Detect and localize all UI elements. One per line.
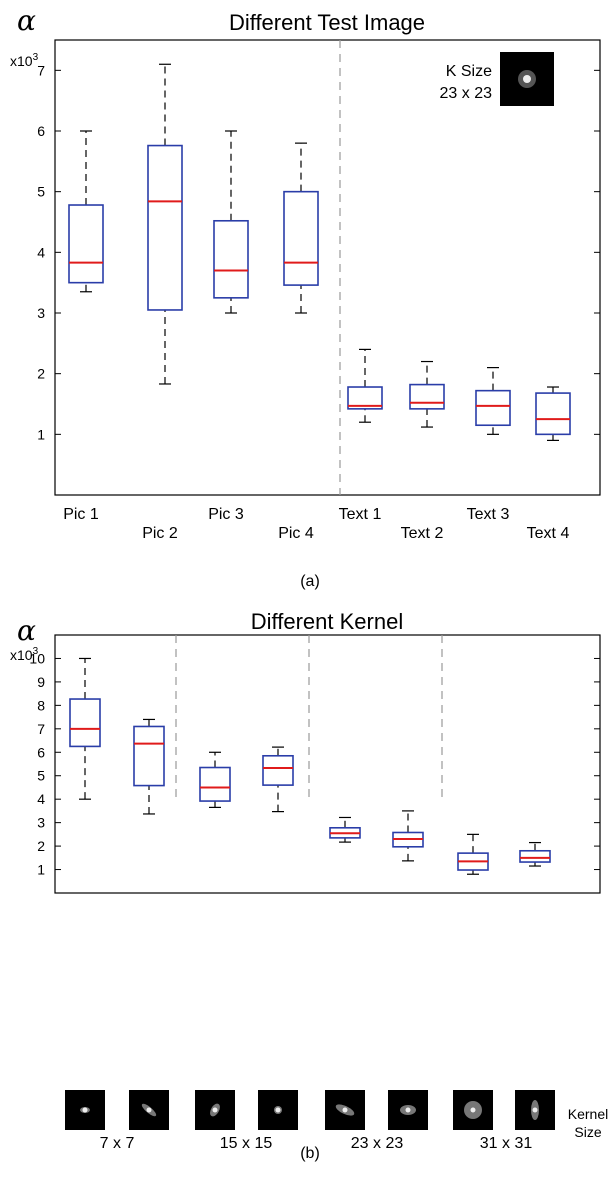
box-4 xyxy=(262,746,294,813)
iqr-box xyxy=(69,698,101,748)
box-5 xyxy=(347,348,383,423)
iqr-box xyxy=(68,204,104,284)
iqr-box xyxy=(535,392,571,436)
ytick-label: 1 xyxy=(37,862,45,878)
category-label: Pic 2 xyxy=(142,525,178,542)
chart-b-group-labels: 7 x 7 15 x 15 23 x 23 31 x 31 xyxy=(100,1135,533,1152)
ytick-label: 4 xyxy=(37,244,45,260)
kernel-size-label-line1: Kernel xyxy=(568,1106,608,1122)
iqr-box xyxy=(475,389,511,427)
category-label: Text 2 xyxy=(401,525,444,542)
group-label: 7 x 7 xyxy=(100,1135,135,1152)
iqr-box xyxy=(262,754,294,786)
iqr-box xyxy=(283,190,319,286)
ytick-label: 2 xyxy=(37,838,45,854)
category-label: Pic 4 xyxy=(278,525,314,542)
ytick-label: 6 xyxy=(37,123,45,139)
iqr-box xyxy=(133,725,165,787)
iqr-box xyxy=(347,386,383,410)
iqr-box xyxy=(147,144,183,311)
ytick-label: 1 xyxy=(37,426,45,442)
box-1 xyxy=(68,130,104,293)
box-3 xyxy=(199,751,231,808)
group-label: 31 x 31 xyxy=(480,1135,533,1152)
iqr-box xyxy=(519,849,551,863)
category-label: Pic 3 xyxy=(208,506,244,523)
iqr-box xyxy=(213,219,249,299)
chart-a-boxes xyxy=(68,63,571,441)
category-label: Text 3 xyxy=(467,506,510,523)
chart-b-different-kernel: Different Kernel α x103 1 2 3 4 5 6 7 8 9 10 7 x … xyxy=(10,609,608,1162)
ytick-label: 7 xyxy=(37,62,45,78)
box-4 xyxy=(283,142,319,314)
chart-a-title: Different Test Image xyxy=(229,10,425,35)
ytick-label: 9 xyxy=(37,674,45,690)
chart-a-ylabel: α xyxy=(17,4,36,37)
chart-b-yticks: 1 2 3 4 5 6 7 8 9 10 xyxy=(29,650,600,878)
group-label: 15 x 15 xyxy=(220,1135,273,1152)
box-2 xyxy=(147,63,183,385)
kernel-thumbnail-3 xyxy=(195,1090,235,1130)
ytick-label: 8 xyxy=(37,697,45,713)
kernel-size-label-line2: Size xyxy=(574,1124,601,1140)
category-label: Text 1 xyxy=(339,506,382,523)
group-label: 23 x 23 xyxy=(351,1135,404,1152)
ytick-label: 7 xyxy=(37,721,45,737)
inset-label-line2: 23 x 23 xyxy=(440,85,493,102)
box-6 xyxy=(392,810,424,862)
box-7 xyxy=(457,833,489,875)
chart-b-frame xyxy=(54,634,601,894)
kernel-thumb-core xyxy=(275,1107,281,1113)
chart-b-boxes xyxy=(69,657,551,875)
inset-label-line1: K Size xyxy=(446,63,492,80)
category-label: Text 4 xyxy=(527,525,570,542)
iqr-box xyxy=(409,383,445,410)
kernel-thumbnail-1 xyxy=(65,1090,105,1130)
box-1 xyxy=(69,657,101,800)
kernel-inset-core xyxy=(523,75,531,83)
box-8 xyxy=(535,386,571,441)
ytick-label: 5 xyxy=(37,768,45,784)
kernel-thumb-core xyxy=(532,1107,538,1113)
ytick-label: 2 xyxy=(37,366,45,382)
chart-b-ylabel: α xyxy=(17,614,36,647)
box-8 xyxy=(519,841,551,867)
iqr-box xyxy=(199,766,231,802)
category-label: Pic 1 xyxy=(63,506,99,523)
box-6 xyxy=(409,360,445,428)
ytick-label: 6 xyxy=(37,744,45,760)
box-3 xyxy=(213,130,249,314)
kernel-thumbnail-7 xyxy=(453,1090,493,1130)
box-5 xyxy=(329,816,361,843)
chart-a-category-labels: Pic 1 Pic 2 Pic 3 Pic 4 Text 1 Text 2 Text 3 Te… xyxy=(63,506,569,542)
kernel-thumbnails xyxy=(65,1090,555,1130)
chart-b-caption: (b) xyxy=(300,1145,320,1162)
kernel-thumb-core xyxy=(146,1107,152,1113)
kernel-thumbnail-5 xyxy=(325,1090,365,1130)
kernel-thumb-core xyxy=(342,1107,348,1113)
kernel-thumbnail-8 xyxy=(515,1090,555,1130)
kernel-thumbnail-2 xyxy=(129,1090,169,1130)
ytick-label: 3 xyxy=(37,305,45,321)
kernel-thumb-core xyxy=(82,1107,88,1113)
box-7 xyxy=(475,367,511,435)
chart-a-frame xyxy=(54,39,601,496)
kernel-thumb-core xyxy=(405,1107,411,1113)
chart-a-test-image: Different Test Image α x103 1 2 3 4 5 6 7 Pic … xyxy=(10,4,601,590)
ytick-label: 4 xyxy=(37,791,45,807)
chart-b-title: Different Kernel xyxy=(251,609,403,634)
kernel-thumbnail-6 xyxy=(388,1090,428,1130)
chart-a-yticks: 1 2 3 4 5 6 7 xyxy=(37,62,600,442)
chart-a-caption: (a) xyxy=(300,573,320,590)
ytick-label: 10 xyxy=(29,650,45,666)
ytick-label: 3 xyxy=(37,815,45,831)
box-2 xyxy=(133,718,165,815)
kernel-thumb-core xyxy=(470,1107,476,1113)
kernel-thumbnail-4 xyxy=(258,1090,298,1130)
kernel-thumb-core xyxy=(212,1107,218,1113)
chart-b-yscale: x103 xyxy=(10,646,39,663)
ytick-label: 5 xyxy=(37,184,45,200)
chart-a-yscale: x103 xyxy=(10,52,39,69)
